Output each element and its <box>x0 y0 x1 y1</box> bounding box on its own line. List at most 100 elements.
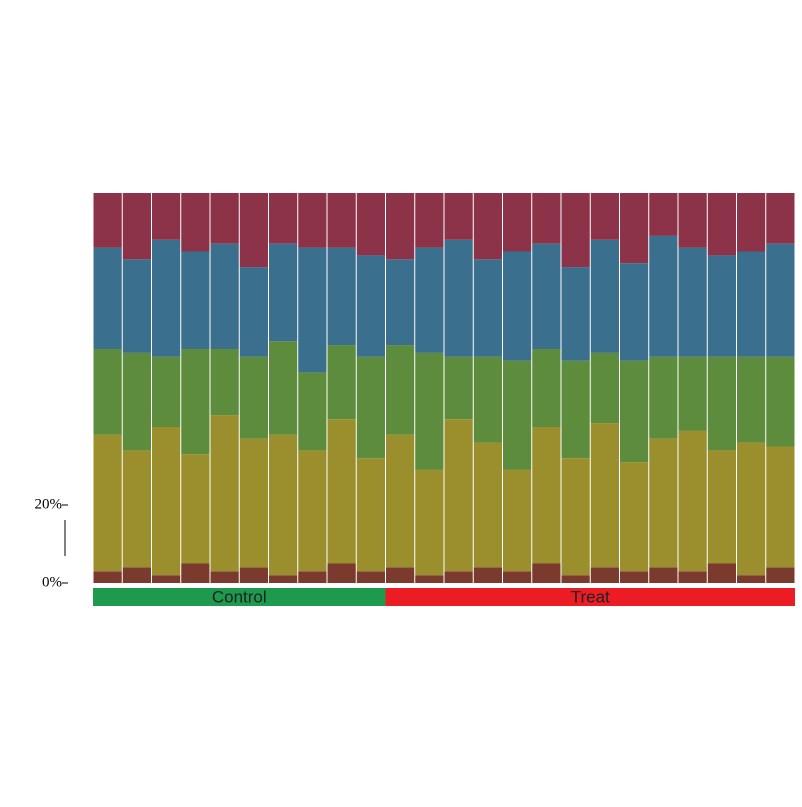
group-label: Treat <box>571 587 610 606</box>
bar-segment <box>649 356 678 439</box>
bar-segment <box>386 193 415 260</box>
bar-segment <box>444 571 473 583</box>
bar-segment <box>590 193 619 240</box>
bar-segment <box>707 356 736 451</box>
bar-segment <box>678 356 707 431</box>
bar-segment <box>181 251 210 349</box>
bar-segment <box>298 247 327 373</box>
bar-segment <box>737 575 766 583</box>
bar-segment <box>444 356 473 420</box>
bar-segment <box>532 243 561 349</box>
bar-segment <box>181 454 210 564</box>
bar-segment <box>532 193 561 244</box>
bar-segment <box>269 243 298 342</box>
bar-segment <box>766 243 795 357</box>
bar-segment <box>532 563 561 583</box>
bar-segment <box>678 193 707 248</box>
y-tick-label: 0% <box>42 574 62 590</box>
bar-segment <box>239 356 268 439</box>
bar-segment <box>737 193 766 252</box>
bar-segment <box>590 352 619 424</box>
bar-segment <box>707 255 736 357</box>
bar-segment <box>766 446 795 568</box>
bar-segment <box>356 356 385 459</box>
bar-segment <box>503 193 532 252</box>
bar-segment <box>93 349 122 435</box>
bar-segment <box>239 567 268 583</box>
bar-segment <box>415 352 444 470</box>
group-bar <box>93 588 386 606</box>
group-bar <box>385 588 795 606</box>
bar-segment <box>152 239 181 357</box>
bar-segment <box>678 430 707 572</box>
bar-segment <box>356 193 385 256</box>
bar-segment <box>415 247 444 353</box>
bar-segment <box>327 193 356 248</box>
bar-segment <box>239 267 268 357</box>
bar-segment <box>181 349 210 455</box>
bar-segment <box>503 571 532 583</box>
bar-segment <box>766 356 795 447</box>
bar-segment <box>707 450 736 564</box>
bar-segment <box>152 356 181 427</box>
bar-segment <box>239 438 268 568</box>
bar-segment <box>210 349 239 416</box>
bar-segment <box>620 263 649 361</box>
bar-segment <box>298 193 327 248</box>
bar-segment <box>327 345 356 420</box>
bar-segment <box>707 563 736 583</box>
bar-segment <box>386 434 415 568</box>
bar-segment <box>239 193 268 268</box>
bar-segment <box>473 193 502 260</box>
bar-segment <box>152 575 181 583</box>
bar-segment <box>737 442 766 576</box>
bar-segment <box>210 193 239 244</box>
bar-segment <box>93 193 122 248</box>
bar-segment <box>590 239 619 353</box>
bar-segment <box>473 259 502 357</box>
bar-segment <box>386 259 415 346</box>
bar-segment <box>503 251 532 361</box>
bar-segment <box>93 434 122 572</box>
bar-segment <box>415 469 444 576</box>
bar-segment <box>181 563 210 583</box>
bar-segment <box>298 571 327 583</box>
bar-segment <box>561 575 590 583</box>
bar-segment <box>122 259 151 353</box>
bar-segment <box>122 352 151 451</box>
bar-segment <box>269 341 298 435</box>
bar-segment <box>649 438 678 568</box>
bar-segment <box>473 356 502 443</box>
bar-segment <box>473 442 502 568</box>
bar-segment <box>561 458 590 576</box>
bar-segment <box>532 427 561 564</box>
bar-segment <box>386 345 415 435</box>
bar-segment <box>620 571 649 583</box>
bar-segment <box>649 235 678 357</box>
bar-segment <box>298 372 327 451</box>
bar-segment <box>152 427 181 576</box>
bar-segment <box>210 243 239 349</box>
bar-segment <box>503 360 532 470</box>
bar-segment <box>737 356 766 443</box>
bar-segment <box>269 193 298 244</box>
bar-segment <box>415 575 444 583</box>
bar-segment <box>590 423 619 568</box>
bar-segment <box>561 360 590 459</box>
bar-segment <box>269 434 298 576</box>
group-label: Control <box>212 587 267 606</box>
bar-segment <box>122 193 151 260</box>
bar-segment <box>766 193 795 244</box>
bar-segment <box>766 567 795 583</box>
bar-segment <box>678 571 707 583</box>
bar-segment <box>269 575 298 583</box>
bar-segment <box>93 571 122 583</box>
bar-segment <box>649 193 678 236</box>
bar-segment <box>210 571 239 583</box>
bar-segment <box>649 567 678 583</box>
bar-segment <box>444 193 473 240</box>
bar-segment <box>503 469 532 572</box>
bar-segment <box>620 193 649 264</box>
bar-segment <box>93 247 122 349</box>
bar-segment <box>561 267 590 361</box>
